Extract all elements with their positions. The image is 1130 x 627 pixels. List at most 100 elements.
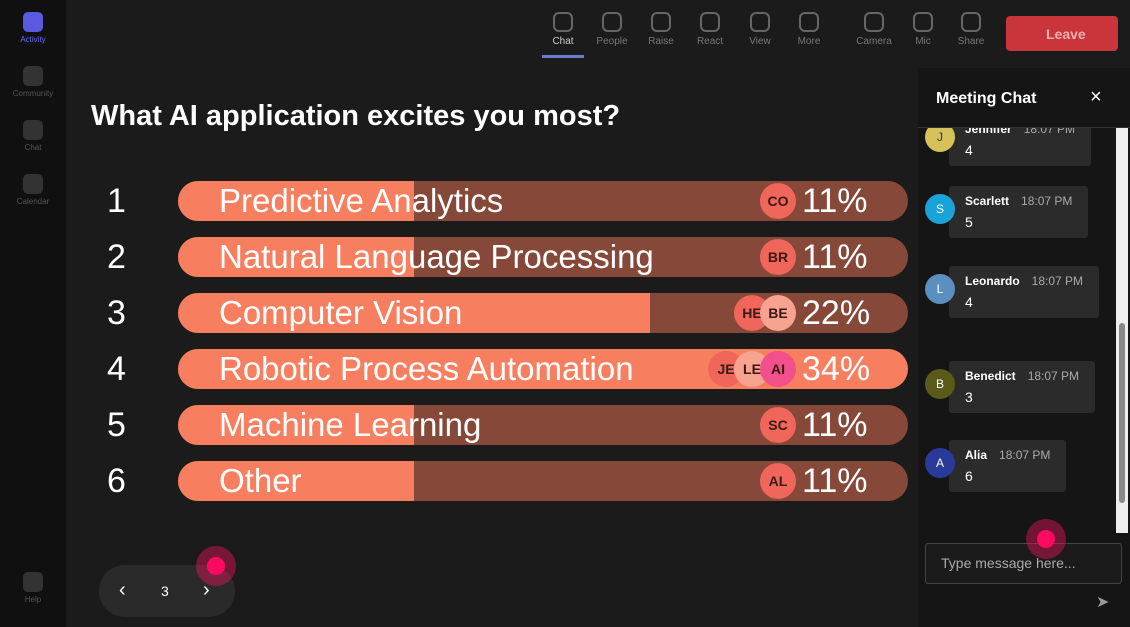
poll-rank: 3: [107, 293, 126, 332]
poll-rank: 2: [107, 237, 126, 276]
active-indicator: [542, 55, 584, 58]
poll-rank: 4: [107, 349, 126, 388]
voter-avatar: SC: [760, 407, 796, 443]
sidebar-item[interactable]: Calendar: [0, 174, 66, 206]
toolbar-label: More: [797, 36, 821, 47]
sidebar-icon: [23, 174, 43, 194]
toolbar-button[interactable]: Camera: [851, 12, 897, 47]
voter-avatar: CO: [760, 183, 796, 219]
voter-avatar: AL: [760, 463, 796, 499]
sidebar-item[interactable]: Help: [0, 572, 66, 604]
chat-meta: Jennifer 18:07 PM: [965, 128, 1075, 136]
toolbar-label: Share: [957, 36, 985, 47]
cursor: [196, 546, 236, 586]
message-input[interactable]: Type message here...: [925, 543, 1122, 584]
toolbar-button[interactable]: People: [589, 12, 635, 47]
poll-row: 1 Predictive Analytics CO 11%: [100, 181, 910, 221]
chat-time: 18:07 PM: [1021, 194, 1073, 208]
toolbar-icon: [651, 12, 671, 32]
close-button[interactable]: ×: [1090, 86, 1102, 108]
poll-bar[interactable]: Natural Language Processing BR 11%: [178, 237, 908, 277]
chat-author: Alia: [965, 448, 988, 462]
toolbar-button[interactable]: Chat: [540, 12, 586, 58]
poll-rank: 1: [107, 181, 126, 220]
toolbar-label: Raise: [648, 36, 674, 47]
next-button[interactable]: ›: [203, 579, 210, 601]
poll-bar[interactable]: Other AL 11%: [178, 461, 908, 501]
poll-bar-fill: [178, 461, 415, 501]
toolbar-button[interactable]: Share: [948, 12, 994, 47]
poll-percent: 34%: [802, 349, 871, 388]
sidebar-item[interactable]: Community: [0, 66, 66, 98]
toolbar-icon: [553, 12, 573, 32]
sidebar: [0, 0, 66, 627]
poll-area: [66, 68, 918, 627]
chat-time: 18:07 PM: [1023, 128, 1076, 136]
chat-text: 4: [965, 142, 973, 158]
toolbar-icon: [799, 12, 819, 32]
voter-avatars: JE LE AI: [708, 351, 796, 387]
chat-avatar: S: [925, 194, 955, 224]
chat-avatar: L: [925, 274, 955, 304]
poll-bar-fill: [178, 237, 415, 277]
chat-text: 6: [965, 468, 973, 484]
voter-avatar: AI: [760, 351, 796, 387]
chat-avatar: J: [925, 128, 955, 152]
scroll-thumb: [1119, 323, 1125, 503]
poll-option-label: Natural Language Processing: [219, 238, 654, 275]
chat-meta: Leonardo 18:07 PM: [965, 274, 1083, 288]
sidebar-label: Calendar: [16, 197, 50, 206]
chat-title: Meeting Chat: [936, 90, 1037, 107]
sidebar-label: Chat: [24, 143, 42, 152]
chat-meta: Scarlett 18:07 PM: [965, 194, 1072, 208]
poll-bar-fill: [178, 293, 651, 333]
sidebar-item[interactable]: Chat: [0, 120, 66, 152]
poll-row: 6 Other AL 11%: [100, 461, 910, 501]
chat-author: Jennifer: [965, 128, 1012, 136]
sidebar-icon: [23, 66, 43, 86]
toolbar-button[interactable]: More: [786, 12, 832, 47]
chat-text: 5: [965, 214, 973, 230]
poll-percent: 22%: [802, 293, 871, 332]
poll-bar-fill: [178, 181, 415, 221]
poll-bar[interactable]: Predictive Analytics CO 11%: [178, 181, 908, 221]
toolbar-label: Chat: [552, 36, 574, 47]
voter-avatars: CO: [760, 183, 796, 219]
poll-option-label: Robotic Process Automation: [219, 350, 634, 387]
voter-avatars: HE BE: [734, 295, 796, 331]
poll-option-label: Other: [219, 462, 302, 499]
sidebar-item[interactable]: Activity: [0, 12, 66, 44]
toolbar-label: View: [749, 36, 771, 47]
toolbar-button[interactable]: Mic: [900, 12, 946, 47]
voter-avatars: BR: [760, 239, 796, 275]
chat-text: 4: [965, 294, 973, 310]
toolbar-button[interactable]: View: [737, 12, 783, 47]
scrollbar: [1116, 128, 1128, 533]
toolbar-button[interactable]: Raise: [638, 12, 684, 47]
poll-percent: 11%: [802, 237, 868, 276]
chat-avatar: B: [925, 369, 955, 399]
toolbar-button[interactable]: React: [687, 12, 733, 47]
chat-message: J Jennifer 18:07 PM 4: [925, 128, 1092, 166]
page-number: 3: [161, 583, 169, 599]
chat-message: L Leonardo 18:07 PM 4: [925, 266, 1100, 318]
prev-button[interactable]: ‹: [119, 579, 126, 601]
poll-bar[interactable]: Computer Vision HE BE 22%: [178, 293, 908, 333]
toolbar-icon: [961, 12, 981, 32]
poll-bar[interactable]: Machine Learning SC 11%: [178, 405, 908, 445]
leave-button[interactable]: Leave: [1006, 16, 1118, 51]
sidebar-label: Community: [12, 89, 54, 98]
sidebar-icon: [23, 120, 43, 140]
voter-avatar: BE: [760, 295, 796, 331]
poll-rank: 6: [107, 461, 126, 500]
poll-bar[interactable]: Robotic Process Automation JE LE AI 34%: [178, 349, 908, 389]
toolbar-icon: [602, 12, 622, 32]
poll-option-label: Computer Vision: [219, 294, 463, 331]
send-button[interactable]: ➤: [1096, 594, 1110, 611]
chat-message: B Benedict 18:07 PM 3: [925, 361, 1096, 413]
toolbar-label: React: [696, 36, 724, 47]
toolbar-icon: [700, 12, 720, 32]
chat-time: 18:07 PM: [999, 448, 1051, 462]
chat-meta: Benedict 18:07 PM: [965, 369, 1079, 383]
chat-author: Benedict: [965, 369, 1016, 383]
